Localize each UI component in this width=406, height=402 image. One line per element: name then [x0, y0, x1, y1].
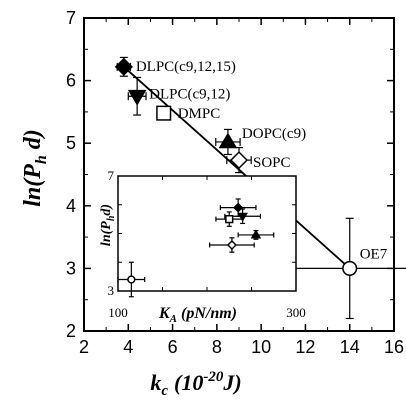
- inset-y-axis-title-main: ln(P: [99, 221, 114, 246]
- y-axis-title: ln(Ph d): [20, 129, 50, 207]
- inset-chart: 100 300 3 7 KA (pN/nm) ln(Phd): [99, 168, 306, 325]
- point-label: DLPC(c9,12): [149, 86, 230, 102]
- inset-x-tick-label: 100: [108, 305, 128, 320]
- y-axis-title-sub: h: [33, 155, 50, 164]
- x-axis-title-unit-post: J): [222, 370, 241, 395]
- inset-ticks: [117, 175, 297, 292]
- fit-line: [123, 66, 351, 270]
- inset-tick-labels: 100 300 3 7: [108, 168, 306, 320]
- data-point: [114, 57, 133, 76]
- point-label: SOPC: [253, 155, 291, 171]
- inset-y-tick-label: 3: [108, 283, 115, 298]
- data-point: [218, 132, 238, 149]
- y-tick-label: 6: [66, 71, 76, 91]
- x-tick-label: 16: [384, 337, 404, 357]
- inset-data-point: [225, 214, 234, 224]
- data-point: [342, 260, 358, 276]
- main-point-labels: DLPC(c9,12,15) DLPC(c9,12) DMPC DOPC(c9) SOP…: [136, 59, 388, 263]
- inset-y-axis-title-sub: h: [106, 215, 117, 221]
- inset-x-axis-title-unit: (pN/nm): [177, 305, 237, 322]
- data-point: [229, 151, 249, 170]
- y-tick-label: 5: [66, 133, 76, 153]
- inset-points: [117, 198, 275, 298]
- x-axis-title-unit-sup: -20: [203, 369, 223, 385]
- point-label: DLPC(c9,12,15): [136, 59, 236, 75]
- y-axis-title-main: ln(P: [20, 164, 46, 207]
- inset-x-axis-title: KA (pN/nm): [158, 305, 237, 325]
- inset-frame: [117, 175, 297, 292]
- main-points: [114, 56, 406, 320]
- y-tick-label: 7: [66, 8, 76, 28]
- main-tick-labels: 2 4 6 8 10 12 14 16 2 3 4 5 6 7: [66, 8, 404, 357]
- y-tick-label: 2: [66, 321, 76, 341]
- fit-line-group: [123, 66, 351, 270]
- inset-y-axis-title: ln(Phd): [99, 204, 117, 246]
- x-tick-label: 10: [251, 337, 271, 357]
- main-ticks: [83, 17, 395, 332]
- inset-y-axis-title-post: d): [99, 204, 114, 216]
- y-tick-label: 4: [66, 196, 76, 216]
- inset-data-point: [226, 239, 237, 251]
- inset-data-point: [127, 275, 136, 284]
- x-axis-title: kc (10-20J): [150, 369, 241, 399]
- y-tick-label: 3: [66, 258, 76, 278]
- data-point: [156, 105, 172, 121]
- point-label: DMPC: [178, 106, 221, 122]
- x-tick-label: 14: [340, 337, 360, 357]
- inset-x-axis-title-sub: A: [169, 313, 177, 325]
- x-tick-label: 12: [295, 337, 315, 357]
- point-label: DOPC(c9): [242, 126, 306, 142]
- data-point: [127, 89, 147, 106]
- x-tick-label: 2: [79, 337, 89, 357]
- inset-x-axis-title-main: K: [158, 305, 171, 322]
- x-axis-title-sub: c: [161, 383, 168, 399]
- x-tick-label: 4: [123, 337, 133, 357]
- x-axis-title-main: k: [150, 370, 161, 395]
- x-tick-label: 8: [212, 337, 222, 357]
- inset-x-tick-label: 300: [286, 305, 306, 320]
- inset-y-tick-label: 7: [108, 168, 115, 183]
- x-tick-label: 6: [168, 337, 178, 357]
- point-label: OE7: [360, 246, 388, 262]
- y-axis-title-post: d): [20, 129, 46, 155]
- x-axis-title-unit-pre: (10: [174, 370, 203, 395]
- inset-data-point: [250, 229, 262, 239]
